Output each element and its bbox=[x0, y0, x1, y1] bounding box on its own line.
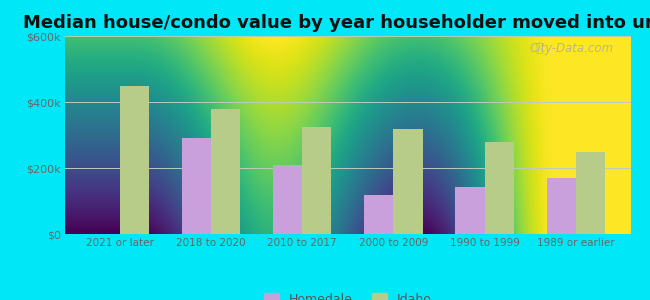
Bar bbox=[547, 178, 576, 234]
Legend: Homedale, Idaho: Homedale, Idaho bbox=[259, 288, 437, 300]
Bar bbox=[182, 138, 211, 234]
Bar bbox=[576, 152, 605, 234]
Bar bbox=[393, 129, 422, 234]
Text: City-Data.com: City-Data.com bbox=[529, 42, 614, 55]
Bar bbox=[273, 165, 302, 234]
Bar bbox=[302, 127, 332, 234]
Text: ⦿: ⦿ bbox=[536, 42, 543, 55]
Bar bbox=[120, 85, 149, 234]
Bar bbox=[211, 109, 240, 234]
Bar bbox=[484, 142, 514, 234]
Bar bbox=[364, 195, 393, 234]
Bar bbox=[456, 187, 484, 234]
Title: Median house/condo value by year householder moved into unit: Median house/condo value by year househo… bbox=[23, 14, 650, 32]
